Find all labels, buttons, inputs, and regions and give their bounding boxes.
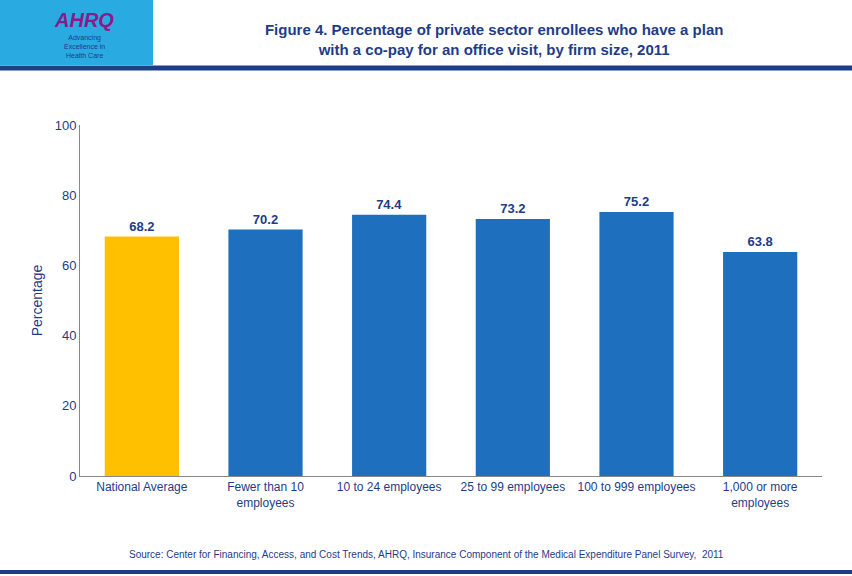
svg-text:75.2: 75.2 bbox=[624, 194, 649, 209]
svg-text:1,000 or moreemployees: 1,000 or moreemployees bbox=[723, 480, 798, 510]
svg-text:25 to 99 employees: 25 to 99 employees bbox=[460, 480, 565, 494]
svg-text:AdvancingExcellence inHealth C: AdvancingExcellence inHealth Care bbox=[64, 34, 105, 59]
svg-text:20: 20 bbox=[62, 398, 76, 413]
svg-text:60: 60 bbox=[62, 258, 76, 273]
svg-text:74.4: 74.4 bbox=[376, 197, 402, 212]
svg-text:Fewer than 10employees: Fewer than 10employees bbox=[227, 480, 304, 510]
svg-text:80: 80 bbox=[62, 188, 76, 203]
svg-text:AHRQ: AHRQ bbox=[54, 9, 114, 31]
svg-text:63.8: 63.8 bbox=[748, 234, 773, 249]
svg-text:68.2: 68.2 bbox=[129, 219, 154, 234]
svg-text:Percentage: Percentage bbox=[29, 264, 45, 336]
svg-text:Figure 4. Percentage of privat: Figure 4. Percentage of private sector e… bbox=[265, 21, 724, 58]
svg-text:100: 100 bbox=[55, 118, 77, 133]
svg-text:10 to 24 employees: 10 to 24 employees bbox=[337, 480, 442, 494]
svg-text:70.2: 70.2 bbox=[253, 212, 278, 227]
svg-text:100 to 999 employees: 100 to 999 employees bbox=[577, 480, 695, 494]
svg-text:National Average: National Average bbox=[96, 480, 188, 494]
svg-text:0: 0 bbox=[69, 469, 76, 484]
svg-text:73.2: 73.2 bbox=[500, 201, 525, 216]
svg-text:40: 40 bbox=[62, 328, 76, 343]
svg-text:Source: Center for Financing,: Source: Center for Financing, Access, an… bbox=[129, 549, 724, 560]
